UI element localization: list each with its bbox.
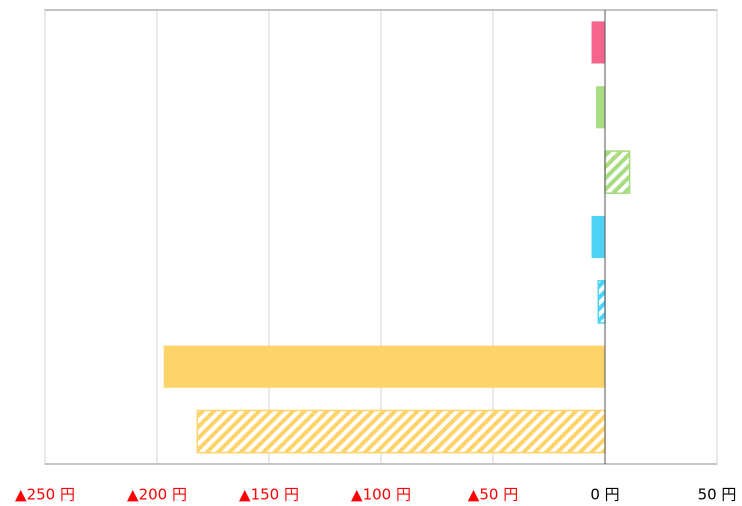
x-tick-label: ▲200 円 [127, 486, 187, 504]
x-tick-label: ▲250 円 [15, 486, 75, 504]
x-tick-label: ▲50 円 [468, 486, 518, 504]
x-tick-label: 50 円 [698, 486, 737, 504]
x-tick-label: ▲100 円 [351, 486, 411, 504]
bar [597, 280, 606, 324]
bar [196, 409, 606, 454]
bar [163, 345, 605, 388]
bar [604, 150, 631, 194]
x-tick-label: ▲150 円 [239, 486, 299, 504]
bar [596, 86, 605, 129]
bar [591, 215, 605, 259]
x-tick-label: 0 円 [590, 486, 619, 504]
bar [591, 21, 605, 64]
